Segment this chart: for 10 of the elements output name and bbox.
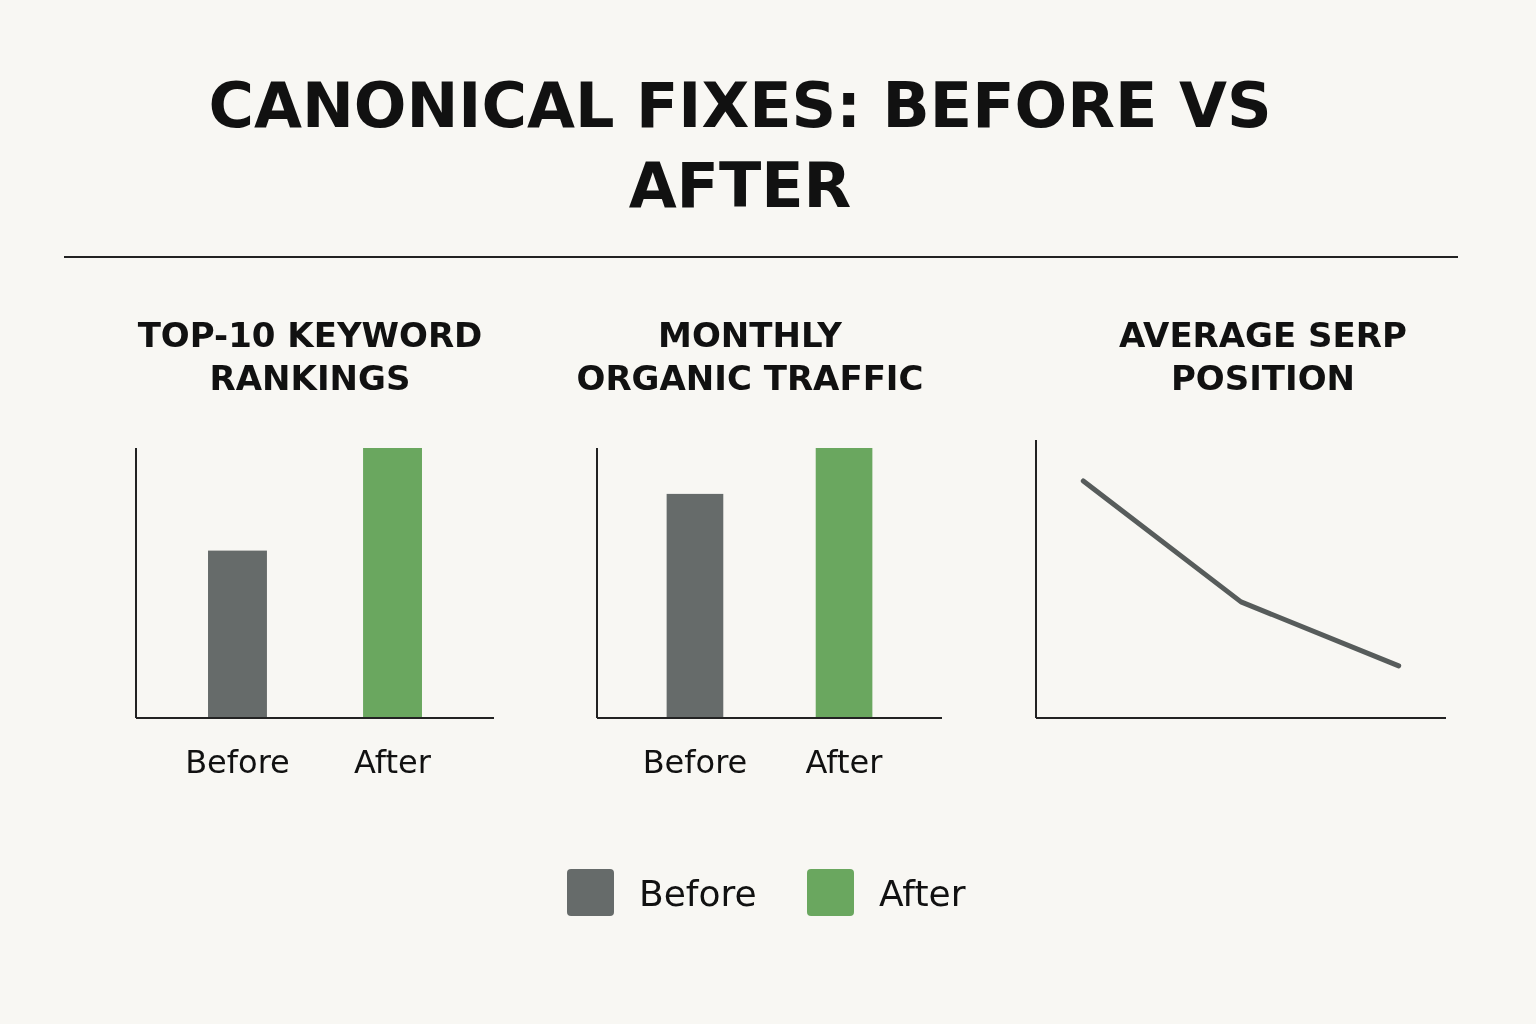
chart-title: AVERAGE SERP POSITION xyxy=(1119,315,1407,398)
chart-title: MONTHLY ORGANIC TRAFFIC xyxy=(576,315,924,398)
x-tick-label: After xyxy=(805,743,884,781)
legend-label: After xyxy=(879,873,966,914)
chart-title: TOP-10 KEYWORD RANKINGS xyxy=(137,315,483,398)
x-tick-label: Before xyxy=(185,743,290,781)
legend-label: Before xyxy=(639,873,757,914)
text: CANONICAL FIXES: BEFORE VS AFTER xyxy=(208,69,1272,222)
x-tick-label: After xyxy=(354,743,432,781)
x-tick-label: Before xyxy=(642,743,748,781)
